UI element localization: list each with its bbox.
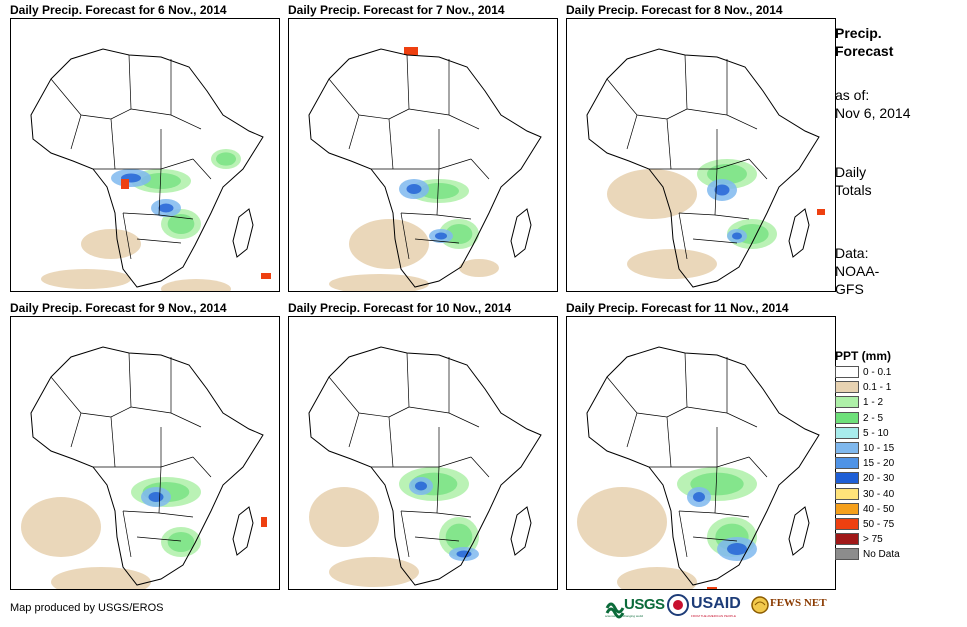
totals-line1: Daily [835,164,867,180]
usaid-logo: USAID FROM THE AMERICAN PEOPLE [691,594,747,620]
africa-map [289,317,557,589]
usaid-wordmark: USAID [691,595,741,612]
panel-title: Daily Precip. Forecast for 8 Nov., 2014 [566,3,783,17]
africa-map [567,19,835,291]
forecast-panel-3: Daily Precip. Forecast for 8 Nov., 2014 [566,2,836,292]
africa-map [289,19,557,291]
legend-swatch [835,472,859,485]
legend-label: 5 - 10 [863,427,889,439]
legend-item: 50 - 75 [835,518,955,531]
fewsnet-globe-icon [751,596,769,614]
as-of-date: Nov 6, 2014 [835,105,911,121]
panel-title: Daily Precip. Forecast for 6 Nov., 2014 [10,3,227,17]
panel-title: Daily Precip. Forecast for 11 Nov., 2014 [566,301,789,315]
forecast-panel-1: Daily Precip. Forecast for 6 Nov., 2014 [10,2,280,292]
data-source-line2: NOAA- [835,263,880,279]
legend-item: 30 - 40 [835,487,955,501]
precip-map [10,316,280,590]
legend-swatch [835,366,859,378]
legend-label: 10 - 15 [863,443,895,454]
legend-swatch [835,396,859,409]
legend-title: PPT (mm) [835,349,892,363]
data-source-block: Data: NOAA- GFS [835,244,879,298]
forecast-panel-5: Daily Precip. Forecast for 10 Nov., 2014 [288,300,558,590]
fewsnet-wordmark: FEWS NET [770,597,827,609]
legend-swatch [835,411,859,424]
legend-item: 1 - 2 [835,396,955,409]
usgs-mark-icon [605,602,625,619]
legend-label: 50 - 75 [863,519,895,530]
usgs-logo: USGS science for a changing world [605,594,665,620]
legend-item: > 75 [835,533,955,546]
legend-swatch [835,487,859,500]
forecast-panel-6: Daily Precip. Forecast for 11 Nov., 2014 [566,300,836,590]
usgs-wordmark: USGS [624,596,665,613]
fewsnet-logo: FEWS NET [751,594,831,620]
africa-map [11,317,279,589]
precip-map [566,316,836,590]
legend-label: 30 - 40 [863,488,895,500]
precip-map [288,18,558,292]
legend-label: 0.1 - 1 [863,382,892,394]
legend-item: 20 - 30 [835,472,955,485]
side-title-line1: Precip. [835,25,882,41]
legend-label: 20 - 30 [863,473,895,485]
legend-swatch [835,548,859,561]
legend-item: 10 - 15 [835,442,955,455]
legend-label: 2 - 5 [863,412,884,424]
forecast-panel-4: Daily Precip. Forecast for 9 Nov., 2014 [10,300,280,590]
legend-swatch [835,442,859,454]
legend-swatch [835,533,859,546]
usgs-tagline: science for a changing world [605,614,644,618]
side-title-line2: Forecast [835,43,894,59]
panel-title: Daily Precip. Forecast for 9 Nov., 2014 [10,301,227,315]
usaid-seal-icon [667,594,689,620]
legend-label: 0 - 0.1 [863,367,892,378]
totals-line2: Totals [835,182,872,198]
legend-swatch [835,381,859,394]
legend-item: 5 - 10 [835,426,955,440]
legend-item: 40 - 50 [835,502,955,516]
legend-item: 2 - 5 [835,411,955,425]
panel-title: Daily Precip. Forecast for 7 Nov., 2014 [288,3,505,17]
as-of-block: as of: Nov 6, 2014 [835,86,911,122]
legend-swatch [835,502,859,515]
panel-title: Daily Precip. Forecast for 10 Nov., 2014 [288,301,512,315]
legend-swatch [835,518,859,530]
legend-swatch [835,426,859,439]
precip-map [566,18,836,292]
side-title: Precip. Forecast [835,24,893,60]
legend-label: 1 - 2 [863,397,884,409]
africa-map [11,19,279,291]
legend-item: 15 - 20 [835,457,955,470]
legend-item: 0.1 - 1 [835,381,955,394]
africa-map [567,317,835,589]
legend-label: 15 - 20 [863,458,895,470]
map-credit: Map produced by USGS/EROS [10,602,164,614]
legend-label: 40 - 50 [863,503,895,515]
legend-swatch [835,457,859,470]
as-of-label: as of: [835,87,870,103]
usaid-tagline: FROM THE AMERICAN PEOPLE [691,614,736,618]
legend-label: No Data [863,549,900,561]
legend-item: 0 - 0.1 [835,366,955,379]
logos: USGS science for a changing world USAID … [605,594,830,624]
legend-label: > 75 [863,534,883,546]
precip-map [288,316,558,590]
forecast-panel-2: Daily Precip. Forecast for 7 Nov., 2014 [288,2,558,292]
data-source-line1: Data: [835,245,869,261]
precip-map [10,18,280,292]
totals-block: Daily Totals [835,163,872,199]
legend-item: No Data [835,548,955,561]
data-source-line3: GFS [835,281,864,297]
